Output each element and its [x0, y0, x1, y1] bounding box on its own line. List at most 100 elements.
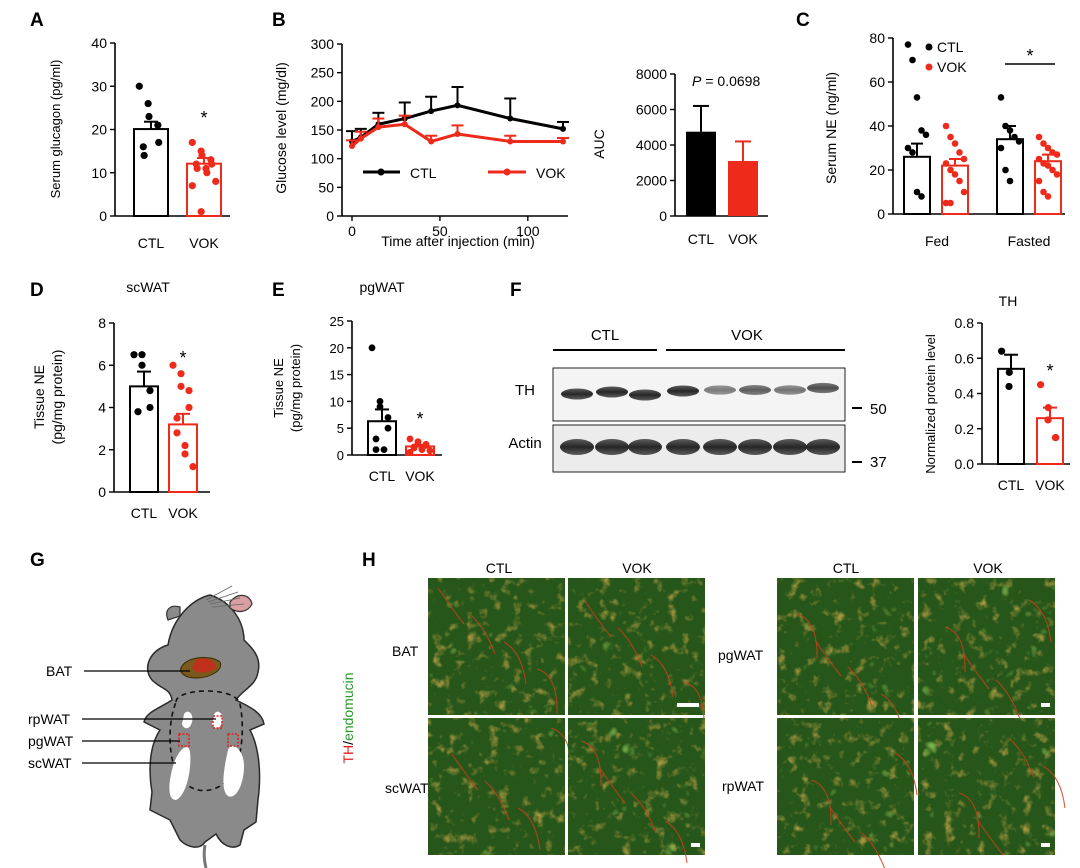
f-blot-row-th: TH	[515, 382, 535, 399]
c-y-tick-label: 20	[869, 162, 885, 178]
a-point	[139, 143, 147, 151]
d-point	[177, 382, 185, 390]
micrograph-bat-ctl-th-fibers	[428, 578, 565, 715]
blot-actin-band	[806, 439, 840, 455]
blot-actin-band	[666, 439, 700, 455]
f-ylabel: Normalized protein level	[923, 334, 938, 474]
blot-th-band	[561, 388, 593, 400]
micrograph-scwat-vok-scalebar	[691, 843, 700, 847]
a-point	[197, 208, 205, 216]
c-star: *	[1026, 46, 1033, 66]
c-point	[942, 160, 950, 167]
b-auc-bar-vok	[728, 160, 758, 216]
b-legend-vok-marker	[503, 168, 511, 176]
b-auc-y-tick-label: 6000	[636, 102, 667, 118]
e-point	[372, 446, 380, 454]
b-auc-y-tick-label: 4000	[636, 137, 667, 153]
blot-th-band	[807, 382, 839, 394]
micrograph-pgwat-ctl-th-fibers	[777, 578, 914, 715]
d-ylabel-2: (pg/mg protein)	[49, 350, 65, 445]
e-title: pgWAT	[359, 279, 405, 295]
d-y-tick-label: 2	[98, 442, 106, 458]
a-y-tick-label: 0	[99, 208, 107, 224]
b-x-tick-label: 50	[432, 223, 448, 239]
c-point	[1040, 188, 1047, 196]
scwat-depot-right	[223, 745, 244, 797]
mouse-body	[143, 594, 265, 848]
h-row-rpwat: rpWAT	[722, 778, 764, 794]
b-point	[454, 131, 461, 138]
d-point	[177, 370, 185, 378]
c-y-tick-label: 60	[869, 74, 885, 90]
micrograph-bat-vok-nerve-strands	[584, 600, 705, 728]
a-ylabel: Serum glucagon (pg/ml)	[48, 60, 63, 199]
e-point	[376, 398, 384, 405]
e-point	[372, 435, 380, 443]
h-row-bat: BAT	[392, 643, 419, 659]
c-legend-ctl-marker	[925, 43, 933, 51]
blot-th-band	[629, 389, 661, 401]
f-point	[997, 347, 1006, 355]
g-label-bat: BAT	[46, 663, 73, 679]
e-point	[410, 444, 418, 452]
c-point	[909, 56, 916, 64]
c-point	[1002, 166, 1009, 174]
rpwat-depot-left	[182, 711, 193, 729]
panel-letter-h: H	[362, 550, 376, 571]
c-y-tick-label: 0	[877, 206, 885, 222]
h-row-scwat: scWAT	[385, 780, 429, 796]
c-legend-ctl: CTL	[937, 39, 964, 55]
f-point	[1044, 416, 1052, 424]
f-point	[1005, 368, 1013, 376]
blot-th-band	[739, 385, 771, 395]
f-star: *	[1046, 361, 1053, 381]
d-point	[138, 361, 146, 369]
b-y-tick-label: 0	[326, 208, 334, 224]
a-point	[135, 82, 143, 90]
c-point	[918, 193, 925, 200]
blot-th-band	[704, 385, 736, 395]
c-point	[1006, 127, 1014, 134]
chart-d: 0 2 4 6 8	[98, 315, 210, 500]
micrograph-pgwat-vok-th-fibers	[918, 578, 1055, 715]
f-marker-50: 50	[870, 401, 887, 418]
c-point	[904, 41, 912, 48]
e-xtick-ctl: CTL	[369, 468, 396, 484]
panel-letter-g: G	[30, 550, 45, 571]
f-blot-row-actin: Actin	[508, 435, 541, 452]
c-y-tick-label: 40	[869, 118, 885, 134]
f-y-tick-label: 0.0	[955, 456, 975, 472]
c-point	[1002, 122, 1009, 130]
e-xtick-vok: VOK	[405, 468, 435, 484]
mouse-ear-right	[229, 594, 253, 613]
c-point	[960, 188, 968, 196]
g-label-rpwat: rpWAT	[28, 711, 70, 727]
d-point	[173, 429, 181, 437]
b-point	[349, 143, 355, 150]
blot-actin-band	[560, 439, 594, 455]
b-point	[507, 115, 514, 122]
b-point	[560, 138, 566, 145]
a-point	[145, 112, 153, 121]
a-y-tick-label: 20	[91, 122, 107, 138]
f-y-tick-label: 0.8	[955, 315, 975, 331]
b-point	[428, 108, 435, 115]
c-point	[913, 94, 921, 101]
h-row-pgwat: pgWAT	[718, 647, 764, 663]
c-point	[1011, 133, 1018, 141]
e-point	[426, 447, 434, 455]
b-x-tick-label: 0	[348, 223, 356, 239]
c-point	[947, 199, 954, 207]
h-col-vok-right: VOK	[973, 560, 1003, 576]
a-star: *	[200, 108, 207, 128]
c-point	[1035, 177, 1043, 185]
c-bar-ctl-fasted	[996, 138, 1024, 215]
f-chart-title: TH	[999, 293, 1018, 309]
e-point	[380, 446, 388, 454]
micrograph-scwat-vok-th-fibers	[568, 718, 705, 855]
d-y-tick-label: 8	[98, 315, 106, 331]
pgwat-box-right	[227, 733, 239, 747]
e-point	[418, 446, 426, 454]
c-point	[904, 144, 912, 152]
